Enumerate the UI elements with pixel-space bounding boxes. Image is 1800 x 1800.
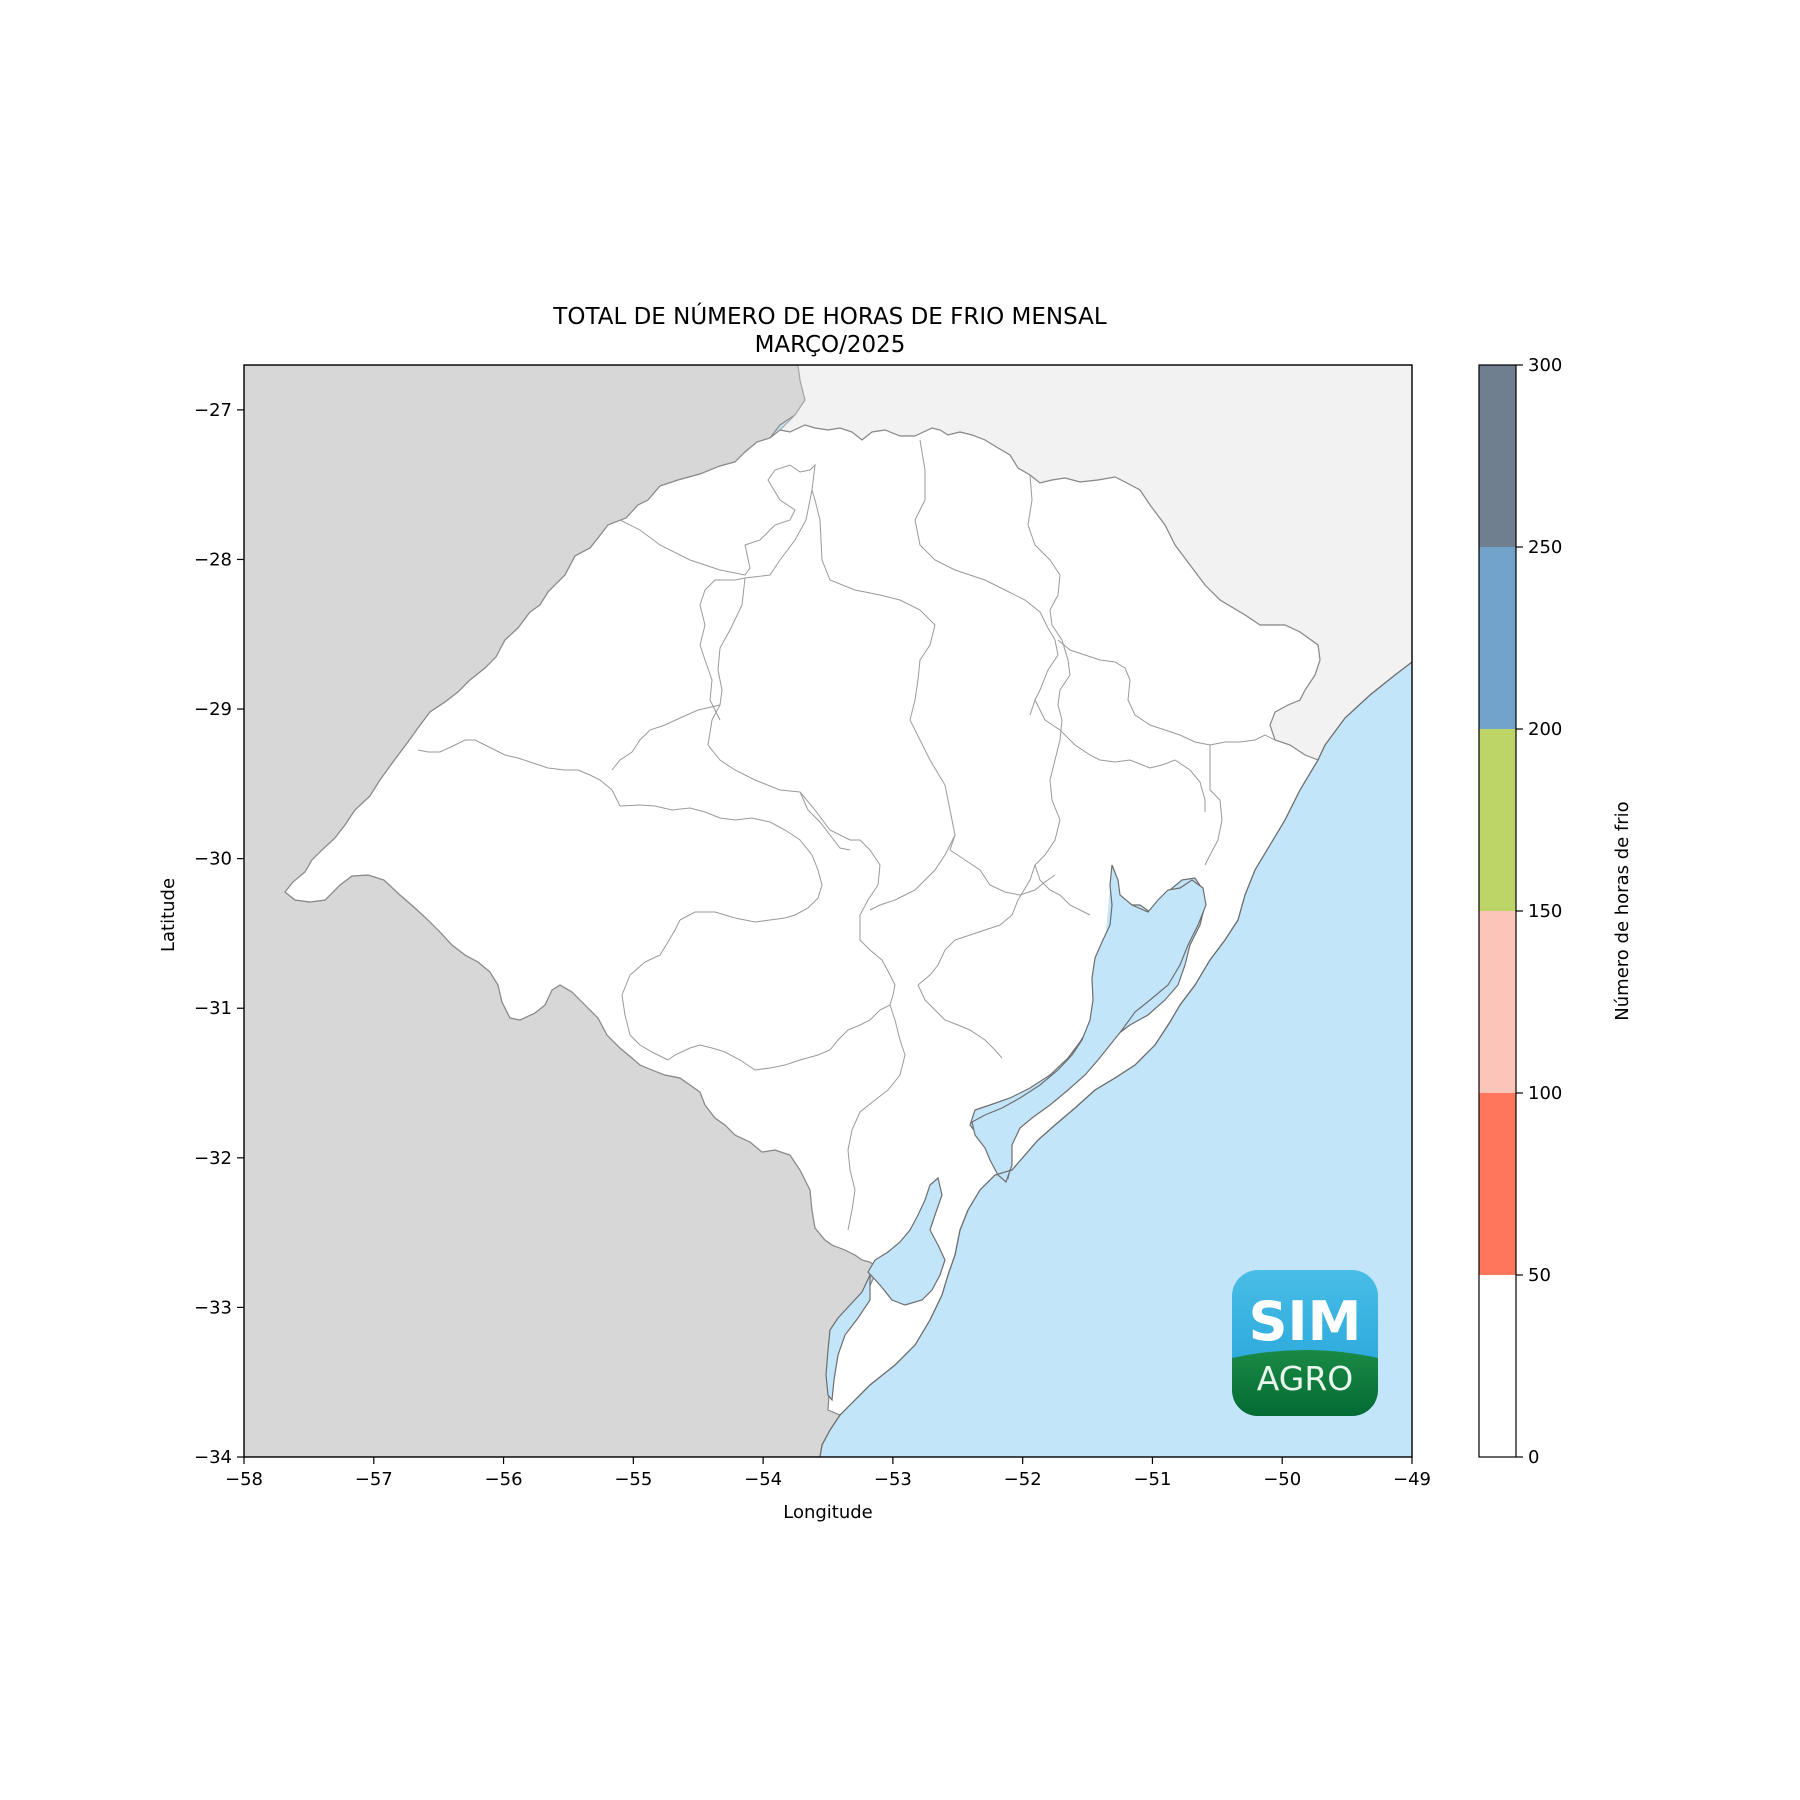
colorbar-tick-label: 200	[1528, 719, 1562, 740]
x-axis-label: Longitude	[783, 1502, 873, 1523]
chart-title: TOTAL DE NÚMERO DE HORAS DE FRIO MENSAL	[552, 302, 1107, 330]
region-boundaries	[417, 439, 1276, 1231]
colorbar-tick-label: 100	[1528, 1083, 1562, 1104]
colorbar-bin	[1479, 547, 1516, 729]
lagoa-dos-patos-body	[971, 864, 1207, 1184]
x-tick-label: −49	[1393, 1469, 1431, 1490]
colorbar-bin	[1479, 1093, 1516, 1275]
simagro-logo: SIM AGRO	[1232, 1270, 1378, 1416]
x-tick-label: −54	[744, 1469, 782, 1490]
colorbar-label: Número de horas de frio	[1612, 801, 1633, 1020]
chart-subtitle: MARÇO/2025	[755, 332, 906, 358]
colorbar-bin	[1479, 365, 1516, 547]
y-tick-label: −33	[194, 1297, 232, 1318]
y-tick-label: −29	[194, 699, 232, 720]
y-tick-label: −34	[194, 1447, 232, 1468]
colorbar-tick-label: 300	[1528, 355, 1562, 376]
rio-grande-do-sul	[284, 424, 1321, 1416]
x-tick-label: −51	[1133, 1469, 1171, 1490]
y-axis-label: Latitude	[158, 878, 179, 952]
x-tick-label: −53	[874, 1469, 912, 1490]
y-tick-label: −28	[194, 549, 232, 570]
colorbar-tick-label: 250	[1528, 537, 1562, 558]
coastline	[819, 661, 1412, 1457]
colorbar-bin	[1479, 911, 1516, 1093]
logo-text-sim: SIM	[1249, 1290, 1362, 1353]
x-tick-label: −58	[225, 1469, 263, 1490]
plot-frame	[243, 364, 1413, 1458]
y-tick-label: −31	[194, 998, 232, 1019]
y-tick-label: −32	[194, 1148, 232, 1169]
x-tick-label: −50	[1263, 1469, 1301, 1490]
x-tick-label: −52	[1004, 1469, 1042, 1490]
y-axis: −34 −33 −32 −31 −30 −29 −28 −27	[194, 400, 244, 1468]
x-tick-label: −56	[485, 1469, 523, 1490]
map-area	[244, 365, 1412, 1457]
lagoa-mirim	[867, 1176, 946, 1306]
colorbar-bin	[1479, 729, 1516, 911]
colorbar-tick-label: 0	[1528, 1447, 1539, 1468]
x-axis: −58 −57 −56 −55 −54 −53 −52 −51 −50 −49	[225, 1457, 1431, 1490]
lagoa-mirim-south	[825, 1274, 871, 1402]
colorbar-tick-label: 50	[1528, 1265, 1551, 1286]
logo-text-agro: AGRO	[1257, 1359, 1353, 1398]
y-tick-label: −30	[194, 849, 232, 870]
colorbar-bin	[1479, 1275, 1516, 1457]
x-tick-label: −57	[355, 1469, 393, 1490]
colorbar: 0 50 100 150 200 250 300	[1478, 355, 1562, 1468]
colorbar-tick-label: 150	[1528, 901, 1562, 922]
x-tick-label: −55	[614, 1469, 652, 1490]
y-tick-label: −27	[194, 400, 232, 421]
